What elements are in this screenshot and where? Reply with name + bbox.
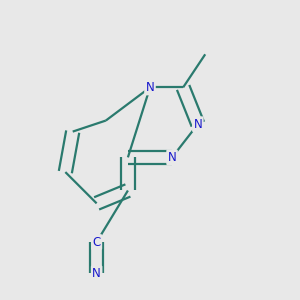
Text: N: N <box>194 118 202 131</box>
Text: C: C <box>92 236 101 248</box>
Text: N: N <box>146 81 154 94</box>
Text: N: N <box>92 267 101 280</box>
Text: N: N <box>168 151 176 164</box>
